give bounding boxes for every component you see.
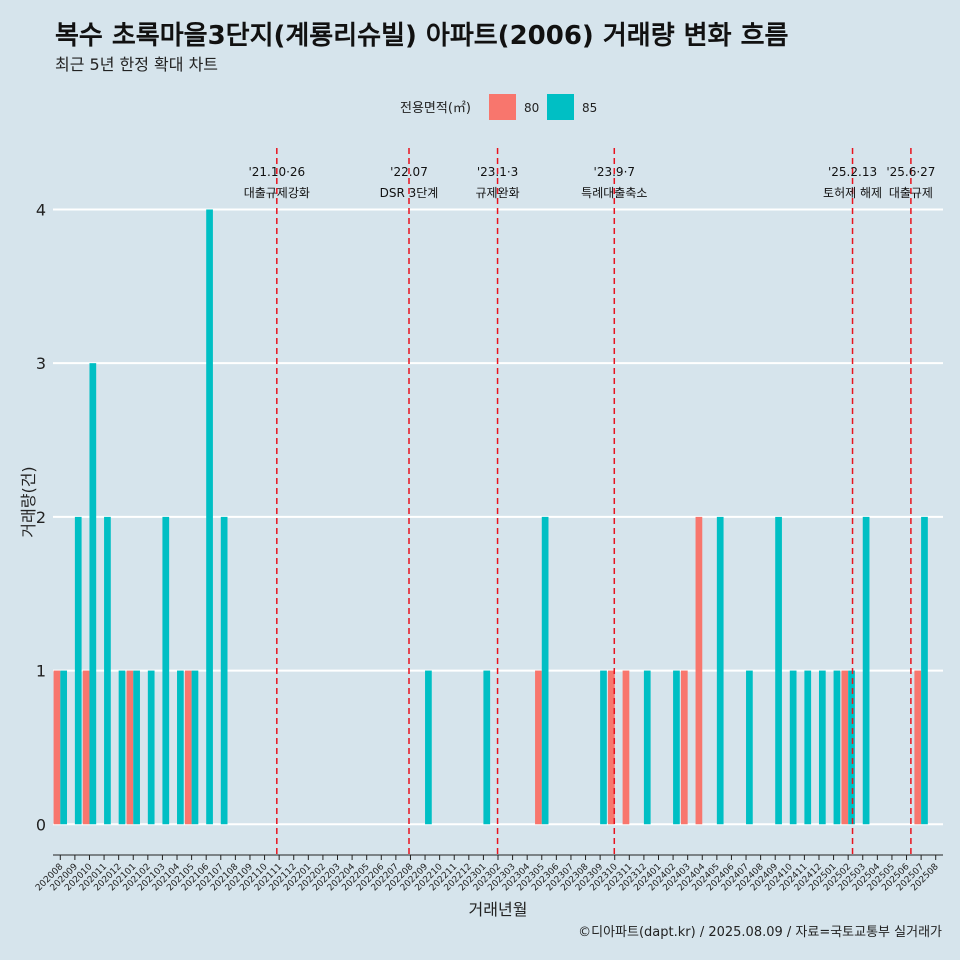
bar-85-202405 bbox=[716, 516, 724, 825]
bar-85-202008 bbox=[60, 670, 68, 825]
legend: 전용면적(㎡) 80 85 bbox=[400, 94, 597, 120]
bar-80-202404 bbox=[695, 516, 703, 825]
bar-85-202309 bbox=[600, 670, 607, 825]
chart-subtitle: 최근 5년 한정 확대 차트 bbox=[55, 55, 218, 74]
bar-85-202410 bbox=[789, 670, 797, 825]
event-label: DSR 3단계 bbox=[380, 186, 439, 200]
bar-85-202507 bbox=[921, 516, 928, 825]
bar-80-202310 bbox=[608, 670, 615, 825]
legend-title: 전용면적(㎡) bbox=[400, 101, 471, 116]
bars bbox=[53, 209, 928, 825]
bar-80-202008 bbox=[53, 670, 61, 825]
x-axis: 2020082020092020102020112020122021012021… bbox=[34, 854, 943, 893]
bar-85-202106 bbox=[206, 209, 213, 825]
y-axis-label: 거래량(건) bbox=[19, 466, 38, 537]
event-label: 특례대출축소 bbox=[581, 186, 647, 200]
bar-85-202107 bbox=[220, 516, 228, 825]
bar-80-202502 bbox=[841, 670, 849, 825]
y-tick-label: 1 bbox=[36, 662, 46, 681]
legend-label-80: 80 bbox=[524, 101, 539, 115]
bar-85-202010 bbox=[89, 363, 97, 825]
bar-85-202409 bbox=[775, 516, 782, 825]
chart-title: 복수 초록마을3단지(계룡리슈빌) 아파트(2006) 거래량 변화 흐름 bbox=[55, 21, 788, 51]
event-date: '23.9·7 bbox=[594, 165, 635, 179]
bar-80-202311 bbox=[622, 670, 630, 825]
event-date: '23.1·3 bbox=[477, 165, 518, 179]
legend-label-85: 85 bbox=[582, 101, 597, 115]
bar-80-202305 bbox=[535, 670, 542, 825]
bar-85-202402 bbox=[673, 670, 680, 825]
event-label: 규제완화 bbox=[475, 186, 519, 200]
y-tick-label: 3 bbox=[36, 354, 46, 373]
event-date: '25.6·27 bbox=[886, 165, 935, 179]
event-label: 대출규제 bbox=[889, 186, 933, 200]
event-markers: '21.10·26 대출규제강화 '22.07 DSR 3단계 '23.1·3 규제완화 '… bbox=[244, 148, 935, 855]
event-date: '21.10·26 bbox=[248, 165, 305, 179]
legend-swatch-80 bbox=[489, 94, 516, 120]
bar-85-202501 bbox=[833, 670, 841, 825]
bar-85-202407 bbox=[746, 670, 753, 825]
bar-85-202102 bbox=[147, 670, 155, 825]
bar-85-202101 bbox=[133, 670, 140, 825]
bar-80-202403 bbox=[680, 670, 688, 825]
bar-85-202012 bbox=[118, 670, 126, 825]
bar-85-202105 bbox=[191, 670, 199, 825]
bar-80-202101 bbox=[126, 670, 134, 825]
bar-80-202507 bbox=[914, 670, 922, 825]
y-tick-label: 0 bbox=[36, 815, 46, 834]
bar-85-202011 bbox=[104, 516, 111, 825]
bar-85-202209 bbox=[425, 670, 432, 825]
caption: ©디아파트(dapt.kr) / 2025.08.09 / 자료=국토교통부 실… bbox=[578, 925, 942, 940]
bar-85-202412 bbox=[818, 670, 826, 825]
bar-85-202411 bbox=[804, 670, 812, 825]
legend-swatch-85 bbox=[547, 94, 574, 120]
x-axis-label: 거래년월 bbox=[469, 900, 528, 919]
event-label: 대출규제강화 bbox=[244, 186, 310, 200]
bar-85-202009 bbox=[74, 516, 82, 825]
bar-85-202104 bbox=[177, 670, 184, 825]
bar-85-202305 bbox=[541, 516, 549, 825]
y-tick-labels: 0 1 2 3 4 bbox=[36, 200, 46, 834]
y-tick-label: 4 bbox=[36, 200, 46, 219]
bar-80-202105 bbox=[184, 670, 192, 825]
bar-85-202503 bbox=[862, 516, 870, 825]
bar-85-202301 bbox=[483, 670, 491, 825]
event-label: 토허제 해제 bbox=[823, 186, 882, 200]
bar-85-202103 bbox=[162, 516, 170, 825]
event-date: '25.2.13 bbox=[828, 165, 877, 179]
event-date: '22.07 bbox=[390, 165, 428, 179]
bar-85-202502 bbox=[848, 670, 855, 825]
y-tick-label: 2 bbox=[36, 508, 46, 527]
bar-80-202010 bbox=[82, 670, 90, 825]
bar-85-202312 bbox=[643, 670, 651, 825]
